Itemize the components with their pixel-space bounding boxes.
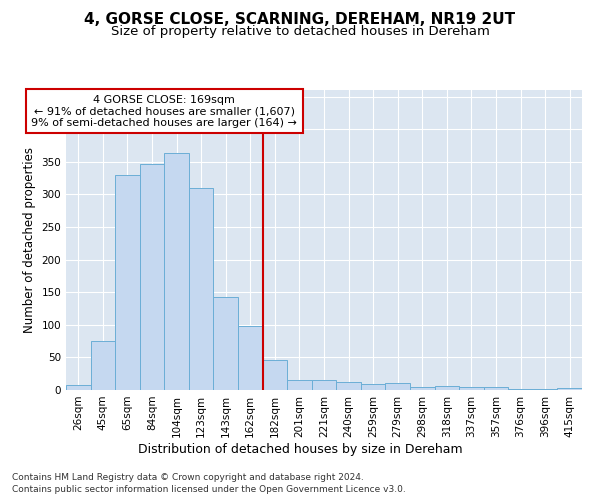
- Bar: [312, 380, 336, 390]
- Bar: [484, 388, 508, 390]
- Bar: [410, 388, 434, 390]
- Bar: [140, 164, 164, 390]
- Bar: [189, 188, 214, 390]
- Text: Distribution of detached houses by size in Dereham: Distribution of detached houses by size …: [137, 442, 463, 456]
- Bar: [91, 341, 115, 390]
- Bar: [214, 298, 238, 390]
- Bar: [287, 380, 312, 390]
- Text: Size of property relative to detached houses in Dereham: Size of property relative to detached ho…: [110, 25, 490, 38]
- Bar: [459, 386, 484, 390]
- Bar: [238, 326, 263, 390]
- Bar: [557, 388, 582, 390]
- Text: Contains HM Land Registry data © Crown copyright and database right 2024.: Contains HM Land Registry data © Crown c…: [12, 472, 364, 482]
- Text: Contains public sector information licensed under the Open Government Licence v3: Contains public sector information licen…: [12, 485, 406, 494]
- Bar: [164, 154, 189, 390]
- Bar: [66, 386, 91, 390]
- Bar: [336, 382, 361, 390]
- Bar: [434, 386, 459, 390]
- Bar: [115, 175, 140, 390]
- Text: 4 GORSE CLOSE: 169sqm
← 91% of detached houses are smaller (1,607)
9% of semi-de: 4 GORSE CLOSE: 169sqm ← 91% of detached …: [31, 94, 297, 128]
- Bar: [385, 383, 410, 390]
- Bar: [508, 388, 533, 390]
- Y-axis label: Number of detached properties: Number of detached properties: [23, 147, 36, 333]
- Text: 4, GORSE CLOSE, SCARNING, DEREHAM, NR19 2UT: 4, GORSE CLOSE, SCARNING, DEREHAM, NR19 …: [85, 12, 515, 28]
- Bar: [361, 384, 385, 390]
- Bar: [263, 360, 287, 390]
